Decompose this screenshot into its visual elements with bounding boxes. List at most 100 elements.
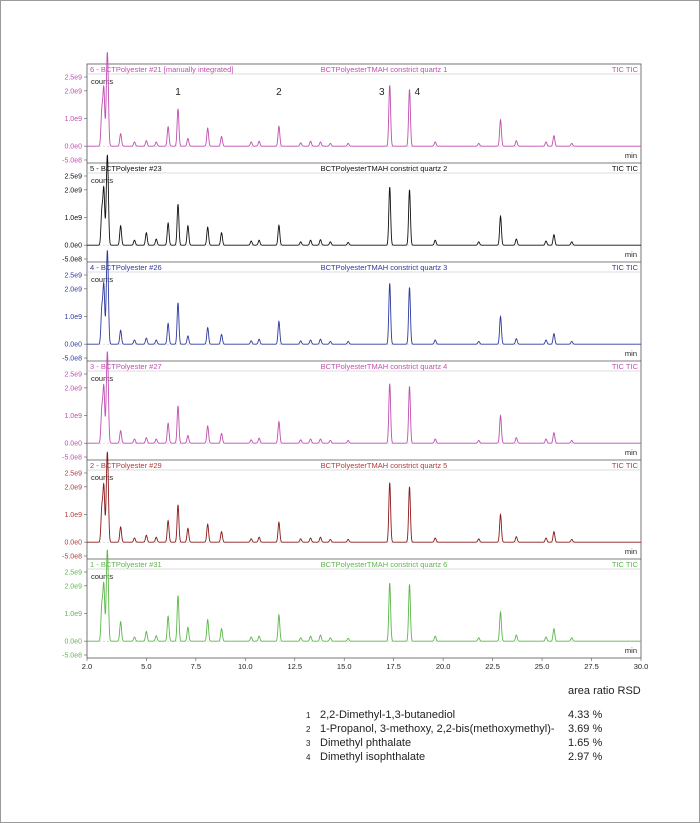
y-tick-label: 0.0e0 bbox=[64, 144, 82, 151]
panel-tic-label: TIC TIC bbox=[612, 362, 639, 371]
chromatogram-panel: 2 - BCTPolyester #29 BCTPolyesterTMAH con… bbox=[62, 451, 641, 561]
y-tick-label: 2.0e9 bbox=[64, 88, 82, 95]
panel-title: 2 - BCTPolyester #29 bbox=[90, 461, 162, 470]
x-tick-label: 2.0 bbox=[82, 662, 92, 671]
legend-row-rsd: 1.65 % bbox=[568, 737, 603, 749]
legend-row-rsd: 2.97 % bbox=[568, 751, 603, 763]
legend-header: area ratio RSD bbox=[568, 685, 641, 697]
legend-row-number: 1 bbox=[306, 711, 311, 720]
legend-row-number: 3 bbox=[306, 739, 311, 748]
y-tick-label: 2.5e9 bbox=[64, 75, 82, 82]
panel-title: 5 - BCTPolyester #23 bbox=[90, 164, 162, 173]
x-tick-label: 27.5 bbox=[584, 662, 599, 671]
legend-row-rsd: 4.33 % bbox=[568, 709, 603, 721]
legend-row-rsd: 3.69 % bbox=[568, 723, 603, 735]
y-tick-label: 2.5e9 bbox=[64, 471, 82, 478]
legend-row-number: 4 bbox=[306, 753, 311, 762]
y-tick-label: 1.0e9 bbox=[64, 413, 82, 420]
panel-file-label: BCTPolyesterTMAH constrict quartz 1 bbox=[321, 65, 448, 74]
x-tick-label: 30.0 bbox=[634, 662, 649, 671]
peak-annotation: 2 bbox=[276, 87, 282, 98]
chromatogram-panel: 1 - BCTPolyester #31 BCTPolyesterTMAH con… bbox=[62, 549, 641, 660]
y-tick-label: -5.0e8 bbox=[62, 653, 82, 660]
panel-y-label: counts bbox=[91, 275, 113, 284]
panel-file-label: BCTPolyesterTMAH constrict quartz 2 bbox=[321, 164, 448, 173]
panel-x-unit-label: min bbox=[625, 349, 637, 358]
tic-trace bbox=[87, 351, 641, 444]
y-tick-label: 0.0e0 bbox=[64, 540, 82, 547]
legend-row-compound: 1-Propanol, 3-methoxy, 2,2-bis(methoxyme… bbox=[320, 723, 555, 735]
panel-file-label: BCTPolyesterTMAH constrict quartz 5 bbox=[321, 461, 448, 470]
y-tick-label: -5.0e8 bbox=[62, 554, 82, 561]
y-tick-label: 2.0e9 bbox=[64, 583, 82, 590]
panel-file-label: BCTPolyesterTMAH constrict quartz 4 bbox=[321, 362, 448, 371]
tic-trace bbox=[87, 250, 641, 345]
tic-trace bbox=[87, 549, 641, 642]
legend-row-compound: Dimethyl phthalate bbox=[320, 737, 412, 749]
panel-y-label: counts bbox=[91, 572, 113, 581]
x-tick-label: 15.0 bbox=[337, 662, 352, 671]
y-tick-label: 0.0e0 bbox=[64, 441, 82, 448]
panel-y-label: counts bbox=[91, 176, 113, 185]
peak-annotation: 4 bbox=[415, 87, 421, 98]
y-tick-label: 2.0e9 bbox=[64, 484, 82, 491]
x-tick-label: 22.5 bbox=[485, 662, 500, 671]
y-tick-label: -5.0e8 bbox=[62, 455, 82, 462]
tic-trace bbox=[87, 154, 641, 246]
panel-tic-label: TIC TIC bbox=[612, 461, 639, 470]
y-tick-label: 0.0e0 bbox=[64, 243, 82, 250]
y-tick-label: -5.0e8 bbox=[62, 158, 82, 165]
panel-tic-label: TIC TIC bbox=[612, 263, 639, 272]
panel-file-label: BCTPolyesterTMAH constrict quartz 6 bbox=[321, 560, 448, 569]
peak-annotation: 3 bbox=[379, 87, 385, 98]
x-tick-label: 12.5 bbox=[287, 662, 302, 671]
tic-trace bbox=[87, 451, 641, 543]
chromatogram-panel: 4 - BCTPolyester #26 BCTPolyesterTMAH con… bbox=[62, 250, 641, 363]
legend-row-compound: 2,2-Dimethyl-1,3-butanediol bbox=[320, 709, 456, 721]
y-tick-label: 0.0e0 bbox=[64, 639, 82, 646]
panel-y-label: counts bbox=[91, 473, 113, 482]
x-tick-label: 20.0 bbox=[436, 662, 451, 671]
panel-title: 3 - BCTPolyester #27 bbox=[90, 362, 162, 371]
x-tick-label: 17.5 bbox=[386, 662, 401, 671]
y-tick-label: -5.0e8 bbox=[62, 356, 82, 363]
panel-file-label: BCTPolyesterTMAH constrict quartz 3 bbox=[321, 263, 448, 272]
x-tick-label: 10.0 bbox=[238, 662, 253, 671]
panel-tic-label: TIC TIC bbox=[612, 65, 639, 74]
y-tick-label: 2.5e9 bbox=[64, 174, 82, 181]
peak-annotation: 1 bbox=[175, 87, 181, 98]
y-tick-label: 2.5e9 bbox=[64, 570, 82, 577]
y-tick-label: 2.5e9 bbox=[64, 273, 82, 280]
panel-x-unit-label: min bbox=[625, 448, 637, 457]
x-tick-label: 7.5 bbox=[191, 662, 201, 671]
y-tick-label: 1.0e9 bbox=[64, 116, 82, 123]
legend-row-number: 2 bbox=[306, 725, 311, 734]
panel-tic-label: TIC TIC bbox=[612, 560, 639, 569]
y-tick-label: -5.0e8 bbox=[62, 257, 82, 264]
y-tick-label: 2.0e9 bbox=[64, 187, 82, 194]
x-tick-label: 5.0 bbox=[141, 662, 151, 671]
panel-title: 1 - BCTPolyester #31 bbox=[90, 560, 162, 569]
panel-x-unit-label: min bbox=[625, 547, 637, 556]
chromatogram-panel: 3 - BCTPolyester #27 BCTPolyesterTMAH con… bbox=[62, 351, 641, 462]
y-tick-label: 1.0e9 bbox=[64, 215, 82, 222]
panel-y-label: counts bbox=[91, 374, 113, 383]
tic-trace bbox=[87, 52, 641, 147]
panel-x-unit-label: min bbox=[625, 151, 637, 160]
panel-tic-label: TIC TIC bbox=[612, 164, 639, 173]
chromatogram-panel: 6 - BCTPolyester #21 [manually integrate… bbox=[62, 52, 641, 165]
y-tick-label: 1.0e9 bbox=[64, 512, 82, 519]
panel-title: 6 - BCTPolyester #21 [manually integrate… bbox=[90, 65, 233, 74]
chromatogram-panel: 5 - BCTPolyester #23 BCTPolyesterTMAH con… bbox=[62, 154, 641, 264]
panel-x-unit-label: min bbox=[625, 646, 637, 655]
panel-title: 4 - BCTPolyester #26 bbox=[90, 263, 162, 272]
y-tick-label: 1.0e9 bbox=[64, 611, 82, 618]
y-tick-label: 0.0e0 bbox=[64, 342, 82, 349]
y-tick-label: 1.0e9 bbox=[64, 314, 82, 321]
legend-row-compound: Dimethyl isophthalate bbox=[320, 751, 426, 763]
panel-x-unit-label: min bbox=[625, 250, 637, 259]
y-tick-label: 2.0e9 bbox=[64, 385, 82, 392]
y-tick-label: 2.5e9 bbox=[64, 372, 82, 379]
